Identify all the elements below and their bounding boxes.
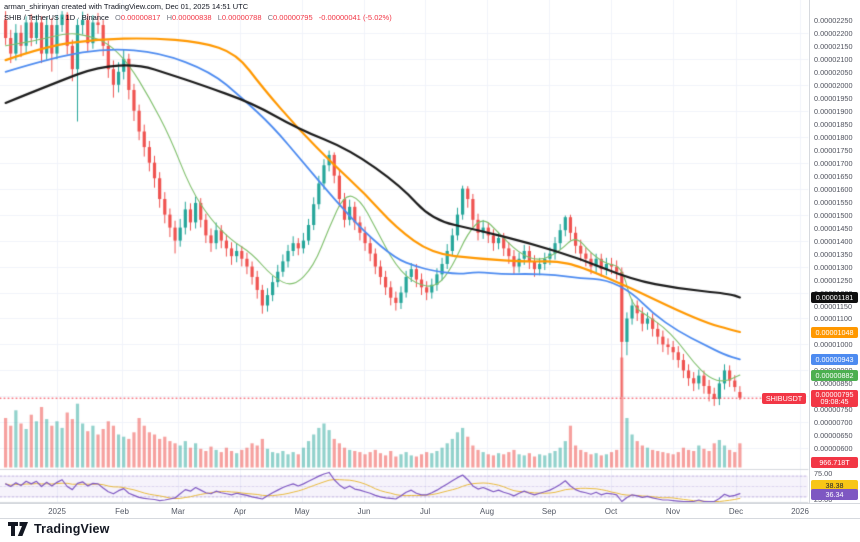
ma-badge-green: 0.00000882 — [811, 370, 858, 382]
time-tick-label: Jun — [357, 507, 371, 516]
rsi-scale-bottom: 25.00 — [814, 495, 833, 504]
time-tick-label: Nov — [665, 507, 681, 516]
time-tick-label: Oct — [604, 507, 618, 516]
price-tick-label: 0.00002000 — [814, 80, 853, 90]
time-tick-label: May — [294, 507, 310, 516]
time-tick-label: Apr — [233, 507, 247, 516]
volume-badge: 966.718T — [811, 457, 858, 468]
price-tick-label: 0.00002050 — [814, 67, 853, 77]
price-tick-label: 0.00001350 — [814, 249, 853, 259]
price-tick-label: 0.00002250 — [814, 15, 853, 25]
price-tick-label: 0.00001750 — [814, 145, 853, 155]
tradingview-logo-text: TradingView — [34, 522, 110, 536]
price-tick-label: 0.00001150 — [814, 301, 853, 311]
ma-badge-black: 0.00001181 — [811, 292, 858, 304]
low-value: 0.00000788 — [221, 13, 262, 22]
price-tick-label: 0.00000650 — [814, 431, 853, 441]
price-tick-label: 0.00001900 — [814, 106, 853, 116]
time-tick-label: 2025 — [48, 507, 66, 516]
high-value: 0.00000838 — [171, 13, 212, 22]
ma-badge-orange: 0.00001048 — [811, 326, 858, 338]
price-tick-label: 0.00000600 — [814, 444, 853, 454]
rsi-value-badge: 36.34 — [811, 488, 858, 500]
close-value: 0.00000795 — [273, 13, 313, 22]
close-label: C — [267, 13, 274, 22]
price-tick-label: 0.00001300 — [814, 262, 853, 272]
price-tick-label: 0.00001700 — [814, 158, 853, 168]
price-tick-label: 0.00001950 — [814, 93, 853, 103]
open-value: 0.00000817 — [120, 13, 161, 22]
high-label: H — [166, 13, 172, 22]
rsi-ma-badge: 38.38 — [811, 480, 858, 491]
time-tick-label: Feb — [115, 507, 129, 516]
time-tick-label: Sep — [541, 507, 557, 516]
price-tick-label: 0.00001550 — [814, 197, 853, 207]
bar-countdown: 09:08:45 — [820, 397, 849, 407]
tradingview-logo[interactable]: TradingView — [8, 522, 110, 536]
symbol-info-line: SHIB / TetherUS · 1D · Binance O0.000008… — [4, 13, 392, 22]
price-scale[interactable]: 0.00000600 0.00000650 0.00000700 0.00000750… — [809, 0, 860, 504]
bottom-strip: TradingView — [0, 519, 860, 542]
time-tick-label: Jul — [419, 507, 431, 516]
price-tick-label: 0.00002100 — [814, 54, 853, 64]
last-price-badge: 0.00000795 09:08:45 — [811, 389, 858, 407]
price-tick-label: 0.00000750 — [814, 405, 853, 415]
price-tick-label: 0.00001400 — [814, 236, 853, 246]
open-label: O — [115, 13, 121, 22]
time-tick-label: Mar — [171, 507, 185, 516]
price-tick-label: 0.00001850 — [814, 119, 853, 129]
price-tick-label: 0.00002150 — [814, 41, 853, 51]
price-tick-label: 0.00001650 — [814, 171, 853, 181]
last-price-value: 0.00000795 — [815, 389, 854, 399]
low-label: L — [217, 13, 222, 22]
price-tick-label: 0.00001800 — [814, 132, 853, 142]
ma-badge-blue: 0.00000943 — [811, 354, 858, 366]
symbol-pair-interval-exchange[interactable]: SHIB / TetherUS · 1D · Binance — [4, 13, 109, 22]
time-tick-label: Aug — [479, 507, 495, 516]
price-tick-label: 0.00002200 — [814, 28, 853, 38]
price-tick-label: 0.00000700 — [814, 418, 853, 428]
price-tick-label: 0.00000850 — [814, 379, 853, 389]
change-value: -0.00000041 (-5.02%) — [318, 13, 392, 22]
time-axis[interactable]: 2025 Feb Mar Apr May Jun Jul Aug Sep Oct Nov Dec 202… — [0, 503, 860, 519]
rsi-scale-top: 75.00 — [814, 469, 833, 478]
tradingview-logo-icon — [8, 522, 28, 536]
credit-line: arman_shirinyan created with TradingView… — [4, 2, 249, 11]
price-tick-label: 0.00001250 — [814, 275, 853, 285]
price-tick-label: 0.00001450 — [814, 223, 853, 233]
time-tick-label: Dec — [728, 507, 744, 516]
symbol-tag: SHIBUSDT — [762, 392, 806, 404]
price-tick-label: 0.00001100 — [814, 314, 853, 324]
price-tick-label: 0.00001000 — [814, 340, 853, 350]
time-tick-label: 2026 — [791, 507, 809, 516]
price-tick-label: 0.00001600 — [814, 184, 853, 194]
price-tick-label: 0.00001500 — [814, 210, 853, 220]
